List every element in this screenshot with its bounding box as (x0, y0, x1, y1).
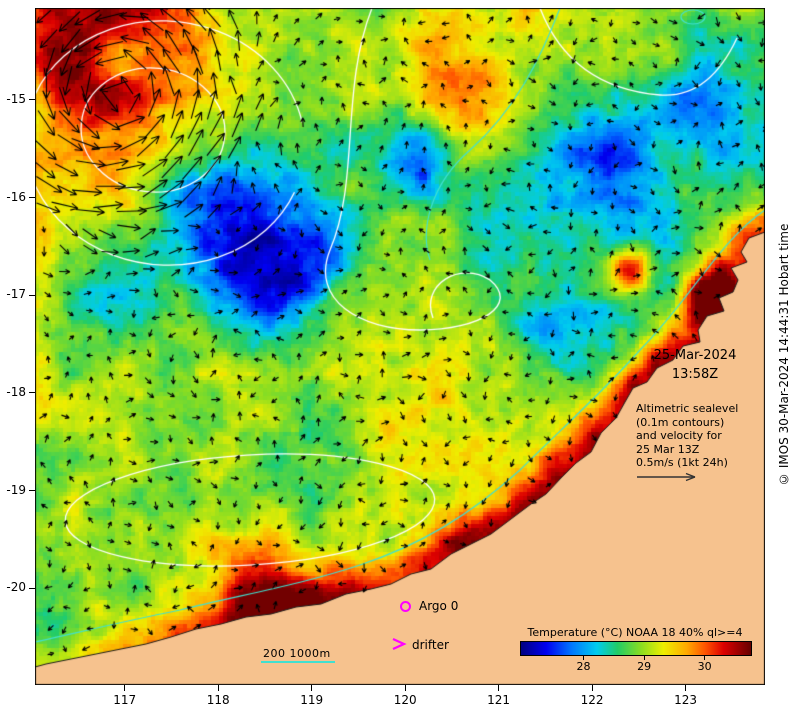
lat-tick (29, 392, 35, 394)
lat-tick-label: -18 (6, 384, 26, 399)
colorbar-tick (704, 656, 706, 660)
lat-tick-label: -16 (6, 189, 26, 204)
lat-tick-label: -15 (6, 91, 26, 106)
colorbar-gradient (520, 641, 752, 656)
lon-tick-label: 117 (113, 693, 137, 707)
altimetric-annotation: Altimetric sealevel (0.1m contours) and … (636, 402, 739, 469)
colorbar-tick-label: 29 (637, 660, 652, 673)
lon-tick (591, 685, 593, 691)
lon-tick-label: 120 (393, 693, 417, 707)
sst-map-canvas (35, 8, 765, 685)
lat-tick-label: -17 (6, 287, 26, 302)
lon-tick-label: 121 (487, 693, 511, 707)
datetime-annotation: 25-Mar-2024 13:58Z (653, 348, 737, 382)
colorbar-tick (643, 656, 645, 660)
colorbar-tick-label: 30 (697, 660, 712, 673)
lat-tick (29, 197, 35, 199)
lat-tick (29, 490, 35, 492)
lat-tick (29, 99, 35, 101)
velocity-scale-arrow-icon (637, 472, 696, 482)
lon-tick (217, 685, 219, 691)
lon-tick (404, 685, 406, 691)
drifter-label: drifter (412, 638, 449, 652)
lat-tick (29, 587, 35, 589)
lat-tick-label: -19 (6, 482, 26, 497)
argo-label: Argo 0 (419, 599, 459, 613)
argo-marker-icon (400, 601, 411, 612)
scalebar-line (261, 661, 335, 663)
lon-tick-label: 119 (300, 693, 324, 707)
lon-tick-label: 122 (580, 693, 604, 707)
lon-tick (498, 685, 500, 691)
drifter-marker-icon (392, 637, 407, 651)
lat-tick (29, 294, 35, 296)
colorbar-tick-label: 28 (576, 660, 591, 673)
lon-tick-label: 123 (674, 693, 697, 707)
lon-tick (311, 685, 313, 691)
copyright-text: © IMOS 30-Mar-2024 14:44:31 Hobart time (777, 223, 791, 487)
lon-tick (124, 685, 126, 691)
lon-tick-label: 118 (206, 693, 230, 707)
lat-tick-label: -20 (6, 580, 26, 595)
colorbar-tick (583, 656, 585, 660)
colorbar-title: Temperature (°C) NOAA 18 40% ql>=4 (527, 626, 743, 639)
lon-tick (685, 685, 687, 691)
scalebar-label: 200 1000m (263, 647, 331, 660)
